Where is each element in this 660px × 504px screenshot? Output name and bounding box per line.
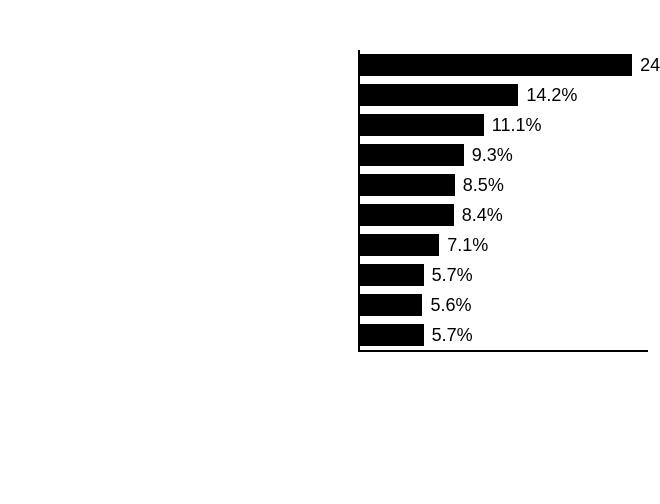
bar-value: 9.3% bbox=[472, 140, 513, 170]
bar-value: 5.7% bbox=[432, 260, 473, 290]
bar bbox=[360, 204, 454, 226]
bar bbox=[360, 114, 484, 136]
bar bbox=[360, 324, 424, 346]
bar-value: 5.7% bbox=[432, 320, 473, 350]
bar bbox=[360, 264, 424, 286]
bar-value: 8.4% bbox=[462, 200, 503, 230]
bar-value: 11.1% bbox=[492, 110, 542, 140]
x-axis bbox=[358, 350, 648, 352]
bar bbox=[360, 144, 464, 166]
bar bbox=[360, 84, 518, 106]
bar-value: 7.1% bbox=[447, 230, 488, 260]
bar bbox=[360, 174, 455, 196]
bar bbox=[360, 54, 632, 76]
bar-value: 8.5% bbox=[463, 170, 504, 200]
bar-value: 5.6% bbox=[430, 290, 471, 320]
bar bbox=[360, 294, 422, 316]
bar-value: 24.4% bbox=[640, 50, 660, 80]
bar-value: 14.2% bbox=[526, 80, 577, 110]
bar bbox=[360, 234, 439, 256]
